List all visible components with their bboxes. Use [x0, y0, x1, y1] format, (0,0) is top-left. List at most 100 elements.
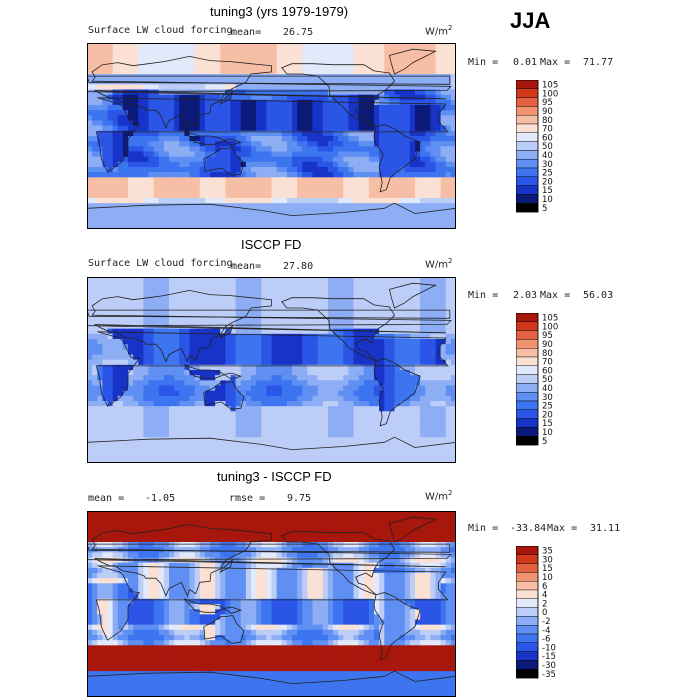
map-cell: [148, 192, 155, 199]
map-cell: [169, 105, 175, 111]
map-cell: [128, 53, 134, 60]
map-cell: [297, 120, 303, 127]
map-cell: [343, 432, 349, 438]
map-cell: [163, 349, 170, 356]
map-cell: [420, 421, 426, 428]
map-cell: [271, 339, 278, 345]
map-cell: [245, 43, 252, 49]
map-cell: [399, 302, 406, 309]
map-cell: [445, 318, 452, 325]
map-cell: [307, 84, 314, 91]
map-cell: [384, 74, 390, 80]
map-cell: [409, 125, 416, 132]
map-cell: [102, 359, 109, 366]
map-cell: [117, 84, 124, 91]
map-cell: [256, 323, 262, 330]
map-cell: [189, 192, 196, 199]
map-cell: [266, 333, 273, 340]
map-cell: [158, 84, 165, 91]
map-cell: [440, 380, 447, 387]
map-cell: [97, 130, 103, 137]
map-cell: [394, 115, 401, 122]
map-cell: [353, 105, 360, 111]
map-cell: [363, 292, 370, 299]
map-cell: [281, 125, 288, 132]
map-cell: [271, 302, 278, 309]
map-cell: [199, 94, 206, 101]
map-cell: [358, 308, 365, 314]
map-cell: [158, 156, 165, 163]
map-cell: [286, 302, 293, 309]
map-cell: [450, 53, 456, 60]
map-cell: [266, 375, 273, 381]
map-cell: [348, 297, 355, 304]
map-cell: [220, 115, 226, 122]
map-cell: [97, 74, 103, 80]
map-cell: [348, 146, 355, 153]
map-cell: [230, 141, 237, 147]
map-cell: [266, 339, 273, 345]
map-cell: [199, 63, 206, 70]
map-cell: [107, 318, 114, 325]
map-cell: [158, 177, 165, 184]
map-cell: [235, 406, 242, 412]
map-cell: [297, 277, 303, 283]
map-cell: [399, 223, 406, 229]
map-cell: [87, 53, 93, 60]
map-cell: [271, 89, 278, 96]
map-cell: [368, 151, 375, 158]
map-cell: [322, 125, 329, 132]
map-cell: [322, 344, 329, 350]
map-cell: [204, 277, 211, 283]
map-cell: [184, 105, 191, 111]
map-cell: [251, 308, 257, 314]
map-cell: [87, 385, 93, 392]
map-cell: [435, 120, 442, 127]
map-cell: [235, 120, 242, 127]
map-cell: [92, 151, 98, 158]
map-cell: [327, 48, 334, 54]
map-cell: [333, 58, 339, 65]
map-cell: [322, 292, 329, 299]
map-cell: [302, 292, 308, 299]
map-cell: [338, 282, 344, 288]
map-cell: [415, 213, 421, 220]
map-cell: [220, 282, 226, 288]
map-cell: [389, 89, 396, 96]
map-cell: [256, 156, 262, 163]
map-cell: [251, 172, 257, 178]
map-cell: [348, 370, 355, 376]
map-cell: [158, 99, 165, 106]
map-cell: [92, 297, 98, 304]
map-cell: [430, 401, 437, 407]
map-cell: [210, 411, 216, 418]
map-cell: [450, 141, 456, 147]
map-cell: [389, 411, 396, 418]
map-cell: [368, 208, 375, 215]
map-cell: [204, 426, 211, 433]
map-cell: [174, 359, 180, 366]
map-cell: [358, 130, 365, 137]
map-cell: [348, 48, 355, 54]
map-cell: [343, 416, 349, 423]
map-cell: [143, 141, 150, 147]
map-cell: [394, 375, 401, 381]
map-cell: [194, 94, 201, 101]
map-cell: [117, 48, 124, 54]
map-cell: [97, 156, 103, 163]
map-cell: [133, 167, 139, 173]
map-cell: [302, 63, 308, 70]
map-cell: [297, 339, 303, 345]
map-cell: [92, 182, 98, 189]
map-cell: [169, 287, 175, 294]
map-cell: [179, 146, 185, 153]
map-cell: [240, 182, 247, 189]
map-cell: [204, 115, 211, 122]
map-cell: [87, 432, 93, 438]
map-cell: [256, 182, 262, 189]
map-cell: [158, 282, 165, 288]
map-cell: [363, 79, 370, 85]
map-cell: [97, 53, 103, 60]
map-cell: [281, 208, 288, 215]
map-cell: [394, 401, 401, 407]
